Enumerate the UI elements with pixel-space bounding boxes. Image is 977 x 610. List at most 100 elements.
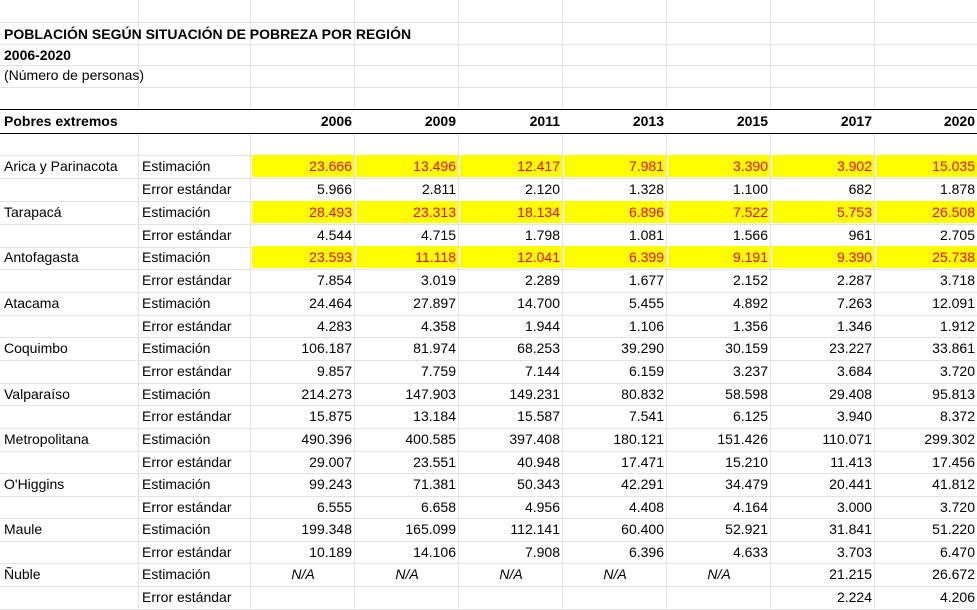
grid-row-line bbox=[0, 563, 977, 564]
table-row: Maule Estimación 199.348 165.099 112.141 60.4… bbox=[0, 518, 977, 541]
value-cell: 81.974 bbox=[413, 340, 456, 356]
value-cell: 1.356 bbox=[732, 318, 768, 334]
table-row: Arica y Parinacota Estimación 23.666 13.496… bbox=[0, 155, 977, 178]
value-cell: 214.273 bbox=[301, 386, 352, 402]
grid-row-line bbox=[0, 383, 977, 384]
metric-label: Estimación bbox=[142, 521, 211, 537]
value-cell: 26.672 bbox=[932, 566, 975, 582]
value-cell: 6.125 bbox=[732, 408, 768, 424]
value-cell: 3.720 bbox=[939, 363, 975, 379]
value-cell: 34.479 bbox=[725, 476, 768, 492]
value-cell: 7.908 bbox=[524, 544, 560, 560]
value-cell: 961 bbox=[848, 227, 872, 243]
value-cell: 3.940 bbox=[836, 408, 872, 424]
grid-row-line bbox=[0, 22, 977, 23]
metric-label: Error estándar bbox=[142, 499, 232, 515]
region-label: O'Higgins bbox=[4, 476, 65, 492]
value-cell: 3.703 bbox=[836, 544, 872, 560]
metric-label: Estimación bbox=[142, 431, 211, 447]
table-row: Metropolitana Estimación 490.396 400.585 397… bbox=[0, 428, 977, 451]
value-cell: 2.152 bbox=[732, 272, 768, 288]
value-cell: 112.141 bbox=[510, 521, 560, 537]
value-cell: 6.555 bbox=[316, 499, 352, 515]
value-cell: 15.875 bbox=[309, 408, 352, 424]
grid-row-line bbox=[0, 292, 977, 293]
value-cell: 6.396 bbox=[628, 544, 664, 560]
year-header-2013: 2013 bbox=[632, 113, 664, 129]
value-cell: 2.705 bbox=[939, 227, 975, 243]
grid-row-line bbox=[0, 473, 977, 474]
value-cell: 12.041 bbox=[460, 246, 562, 268]
value-cell: 2.120 bbox=[524, 181, 560, 197]
table-row: Tarapacá Estimación 28.493 23.313 18.134 6.89… bbox=[0, 201, 977, 224]
value-cell: 2.289 bbox=[524, 272, 560, 288]
value-cell: N/A bbox=[603, 566, 627, 582]
value-cell: 110.071 bbox=[822, 431, 872, 447]
value-cell: 149.231 bbox=[509, 386, 560, 402]
value-cell: 2.224 bbox=[836, 589, 872, 605]
value-cell: N/A bbox=[395, 566, 419, 582]
value-cell: 30.159 bbox=[725, 340, 768, 356]
table-row: Error estándar 29.007 23.551 40.948 17.471 15… bbox=[0, 451, 977, 474]
year-header-2009: 2009 bbox=[424, 113, 456, 129]
value-cell: 1.944 bbox=[524, 318, 560, 334]
value-cell: 6.399 bbox=[564, 246, 666, 268]
metric-label: Error estándar bbox=[142, 408, 232, 424]
value-cell: 7.981 bbox=[564, 155, 666, 177]
grid-row-line bbox=[0, 65, 977, 66]
metric-label: Estimación bbox=[142, 249, 211, 265]
value-cell bbox=[356, 586, 458, 608]
value-cell: 4.206 bbox=[939, 589, 975, 605]
table-header: Pobres extremos 2006 2009 2011 2013 2015 2017… bbox=[0, 109, 977, 134]
region-label: Atacama bbox=[4, 295, 60, 311]
table-row: Error estándar 7.854 3.019 2.289 1.677 2.152 2… bbox=[0, 269, 977, 292]
value-cell: 1.106 bbox=[628, 318, 664, 334]
value-cell bbox=[460, 586, 562, 608]
value-cell: 3.390 bbox=[668, 155, 770, 177]
grid-column-line bbox=[666, 0, 667, 610]
value-cell: 7.144 bbox=[524, 363, 560, 379]
value-cell: 18.134 bbox=[460, 201, 562, 223]
value-cell: 50.343 bbox=[517, 476, 560, 492]
table-row: Error estándar 9.857 7.759 7.144 6.159 3.237 3… bbox=[0, 360, 977, 383]
value-cell: 21.215 bbox=[829, 566, 872, 582]
value-cell: 3.019 bbox=[420, 272, 456, 288]
value-cell: 23.593 bbox=[252, 246, 354, 268]
metric-label: Error estándar bbox=[142, 454, 232, 470]
value-cell: 58.598 bbox=[725, 386, 768, 402]
value-cell: 14.106 bbox=[413, 544, 456, 560]
value-cell: 60.400 bbox=[621, 521, 664, 537]
value-cell: 1.798 bbox=[524, 227, 560, 243]
value-cell: 3.684 bbox=[836, 363, 872, 379]
value-cell: 4.633 bbox=[732, 544, 768, 560]
grid-column-line bbox=[138, 0, 139, 610]
value-cell: 151.426 bbox=[717, 431, 768, 447]
table-row: Ñuble Estimación N/A N/A N/A N/A N/A 21.215 26.6… bbox=[0, 563, 977, 586]
value-cell: 40.948 bbox=[517, 454, 560, 470]
value-cell bbox=[668, 586, 770, 608]
metric-label: Error estándar bbox=[142, 544, 232, 560]
value-cell: 25.738 bbox=[876, 246, 977, 268]
value-cell: 11.118 bbox=[356, 246, 458, 268]
value-cell: 39.290 bbox=[621, 340, 664, 356]
year-header-2011: 2011 bbox=[529, 113, 560, 129]
value-cell: 11.413 bbox=[830, 454, 872, 470]
value-cell: 33.861 bbox=[932, 340, 975, 356]
value-cell: 6.896 bbox=[564, 201, 666, 223]
grid-row-line bbox=[0, 360, 977, 361]
value-cell: 4.892 bbox=[732, 295, 768, 311]
table-row: Error estándar 5.966 2.811 2.120 1.328 1.100 6… bbox=[0, 178, 977, 201]
grid-row-line bbox=[0, 178, 977, 179]
metric-label: Estimación bbox=[142, 386, 211, 402]
value-cell: 80.832 bbox=[621, 386, 664, 402]
table-row: Atacama Estimación 24.464 27.897 14.700 5.455… bbox=[0, 292, 977, 315]
value-cell: 299.302 bbox=[924, 431, 975, 447]
value-cell: 5.455 bbox=[628, 295, 664, 311]
value-cell: N/A bbox=[707, 566, 731, 582]
value-cell: 31.841 bbox=[829, 521, 872, 537]
metric-label: Error estándar bbox=[142, 318, 232, 334]
page-subtitle: 2006-2020 bbox=[4, 47, 71, 63]
region-label: Coquimbo bbox=[4, 340, 68, 356]
value-cell: 20.441 bbox=[829, 476, 872, 492]
table-row: Valparaíso Estimación 214.273 147.903 149.23… bbox=[0, 383, 977, 406]
